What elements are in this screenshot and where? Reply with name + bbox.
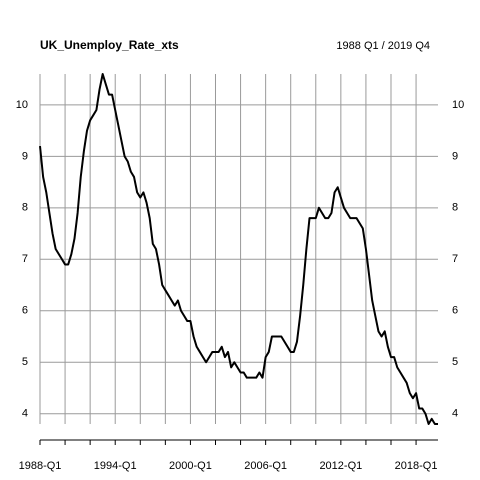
y-tick-label: 4 [22, 408, 28, 420]
y-tick-label-right: 6 [452, 305, 458, 317]
x-tick-label: 2012-Q1 [319, 460, 362, 472]
y-tick-label: 6 [22, 305, 28, 317]
y-tick-label-right: 5 [452, 356, 458, 368]
y-tick-label: 9 [22, 150, 28, 162]
x-tick-label: 1994-Q1 [94, 460, 137, 472]
data-line [39, 73, 438, 425]
y-tick-label-right: 10 [452, 99, 464, 111]
x-tick-label: 2000-Q1 [169, 460, 212, 472]
x-tick-label: 2018-Q1 [395, 460, 438, 472]
y-tick-label: 8 [22, 202, 28, 214]
x-tick-label: 1988-Q1 [19, 460, 62, 472]
y-tick-label: 7 [22, 253, 28, 265]
x-tick-label: 2006-Q1 [244, 460, 287, 472]
y-tick-label-right: 4 [452, 408, 458, 420]
chart-title: UK_Unemploy_Rate_xts [40, 38, 179, 52]
y-tick-label-right: 9 [452, 150, 458, 162]
y-tick-label-right: 7 [452, 253, 458, 265]
chart-subtitle: 1988 Q1 / 2019 Q4 [336, 40, 430, 52]
y-tick-label-right: 8 [452, 202, 458, 214]
y-tick-label: 5 [22, 356, 28, 368]
y-tick-label: 10 [16, 99, 28, 111]
